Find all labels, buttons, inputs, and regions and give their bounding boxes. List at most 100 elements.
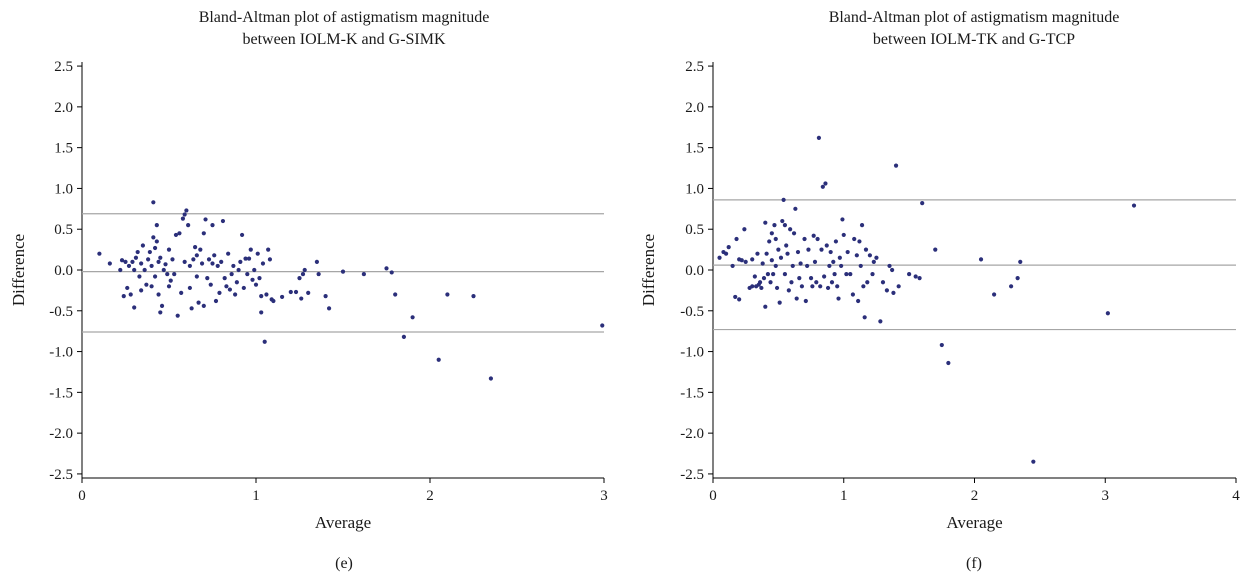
data-point	[823, 181, 828, 186]
data-point	[172, 271, 177, 277]
data-point	[142, 267, 147, 273]
data-point	[170, 257, 175, 262]
data-point	[224, 284, 229, 289]
data-point	[220, 218, 226, 224]
data-point	[880, 280, 886, 285]
data-point	[236, 267, 241, 273]
data-point	[827, 263, 832, 269]
data-point	[227, 287, 232, 292]
data-point	[862, 315, 867, 320]
data-point	[600, 323, 605, 328]
y-tick-label: 2.5	[54, 59, 73, 75]
x-tick-label: 1	[840, 488, 848, 504]
x-tick-label: 0	[78, 488, 86, 504]
data-point	[859, 223, 865, 228]
panel-label: (f)	[966, 555, 982, 572]
x-axis-label: Average	[315, 513, 371, 532]
data-point	[252, 267, 257, 273]
data-point	[790, 263, 795, 269]
data-point	[832, 271, 837, 277]
data-point	[196, 300, 201, 305]
data-point	[856, 298, 861, 304]
data-point	[299, 296, 304, 301]
data-point	[793, 206, 798, 211]
data-point	[857, 239, 862, 244]
chart-title: Bland-Altman plot of astigmatism magnitu…	[199, 9, 490, 26]
data-point	[238, 259, 243, 264]
data-point	[128, 292, 133, 297]
data-point	[743, 259, 748, 264]
x-tick-label: 2	[971, 488, 979, 504]
data-point	[121, 294, 126, 299]
data-point	[844, 271, 849, 277]
data-point	[776, 247, 781, 252]
data-point	[314, 259, 319, 264]
data-point	[119, 258, 125, 263]
data-point	[896, 284, 901, 289]
data-point	[393, 292, 398, 297]
data-point	[241, 285, 246, 291]
data-point	[158, 255, 163, 260]
data-point	[933, 247, 938, 252]
data-point	[871, 259, 876, 264]
y-tick-label: -2.5	[680, 467, 704, 483]
data-point	[340, 269, 346, 274]
data-point	[815, 236, 820, 242]
data-point	[212, 253, 217, 258]
data-point	[825, 285, 831, 291]
data-point	[361, 271, 366, 277]
data-point	[135, 249, 140, 255]
data-point	[852, 236, 857, 242]
data-point	[199, 261, 205, 266]
y-tick-label: -1.5	[680, 385, 704, 401]
data-point	[814, 280, 819, 285]
data-point	[248, 247, 253, 252]
data-point	[867, 253, 873, 258]
y-tick-label: 1.5	[54, 141, 73, 157]
data-point	[874, 255, 879, 260]
data-point	[140, 243, 145, 248]
data-point	[791, 231, 797, 236]
data-point	[773, 236, 778, 242]
panel-f: Bland-Altman plot of astigmatism magnitu…	[639, 9, 1240, 572]
y-tick-label: -0.5	[49, 304, 73, 320]
data-point	[992, 292, 997, 297]
data-point	[828, 249, 833, 255]
data-point	[146, 257, 151, 262]
data-point	[149, 263, 154, 269]
data-point	[156, 292, 161, 297]
data-point	[1018, 259, 1023, 264]
data-point	[733, 294, 738, 300]
data-point	[132, 305, 137, 310]
data-point	[205, 276, 210, 281]
data-point	[739, 258, 744, 263]
data-point	[182, 212, 187, 217]
data-point	[789, 280, 794, 285]
data-point	[149, 284, 154, 289]
y-tick-label: 0.5	[685, 222, 704, 238]
data-point	[139, 261, 144, 266]
data-point	[118, 267, 123, 273]
data-point	[805, 263, 810, 269]
data-point	[878, 319, 883, 324]
chart-title: Bland-Altman plot of astigmatism magnitu…	[829, 9, 1120, 26]
data-point	[262, 339, 267, 344]
data-point	[165, 271, 170, 277]
data-point	[189, 306, 194, 311]
x-tick-label: 2	[426, 488, 434, 504]
data-point	[194, 253, 199, 258]
data-point	[166, 284, 172, 289]
data-point	[288, 289, 293, 295]
x-tick-label: 1	[252, 488, 260, 504]
data-point	[803, 298, 808, 304]
data-point	[389, 270, 394, 275]
data-point	[798, 261, 803, 266]
data-point	[132, 267, 137, 273]
data-point	[730, 263, 735, 269]
data-point	[820, 184, 825, 189]
panel-label: (e)	[335, 555, 353, 572]
data-point	[786, 288, 791, 293]
x-tick-label: 0	[709, 488, 717, 504]
data-point	[257, 276, 262, 281]
data-point	[198, 247, 203, 252]
